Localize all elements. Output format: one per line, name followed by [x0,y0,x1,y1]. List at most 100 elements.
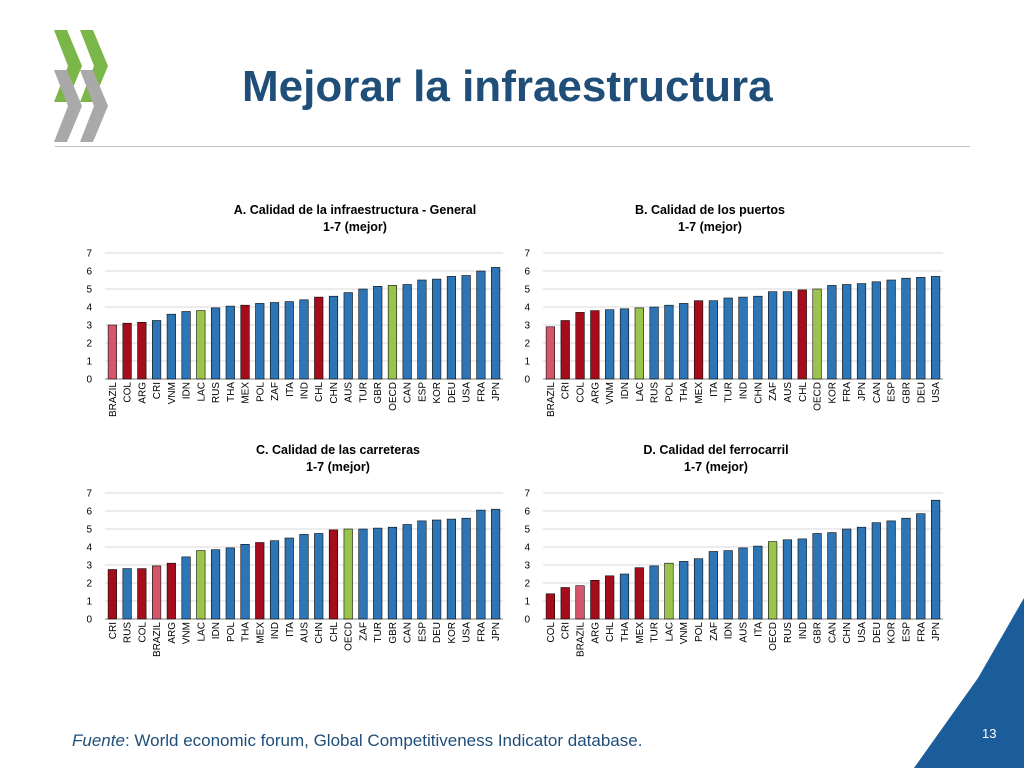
bar [373,285,383,380]
bar [196,310,206,380]
category-label: COL [123,382,134,403]
y-tick-label: 7 [86,249,92,260]
category-label: CRI [108,622,119,639]
y-tick-label: 7 [524,249,530,260]
category-label: CAN [403,622,414,643]
bar [679,303,689,380]
bar [255,303,265,380]
bar [225,305,235,380]
bar [590,310,600,380]
bar [491,508,501,620]
category-label: IND [270,622,281,639]
bar [782,291,793,380]
y-tick-label: 5 [86,525,92,536]
bar [269,540,280,620]
bar [225,547,235,620]
category-label: CHL [605,622,616,642]
category-label: MEX [255,622,266,644]
category-label: CHL [798,382,809,402]
y-tick-label: 1 [86,597,92,608]
category-label: RUS [650,382,661,403]
y-tick-label: 4 [86,543,92,554]
category-label: ZAF [709,622,720,641]
bar [387,526,398,620]
category-label: KOR [827,382,838,404]
category-label: KOR [432,382,443,404]
y-tick-label: 4 [86,303,92,314]
y-tick-label: 1 [524,357,530,368]
bar [314,296,324,380]
category-label: GBR [388,622,399,644]
bar [930,276,941,380]
category-label: FRA [916,622,927,642]
category-label: CAN [872,382,883,403]
category-label: JPN [857,382,868,401]
bar [328,529,339,620]
source-note: Fuente: World economic forum, Global Com… [72,731,642,751]
category-label: FRA [842,382,853,402]
category-label: THA [241,622,252,642]
category-label: IND [300,382,311,399]
category-label: ITA [753,622,764,637]
bar [797,289,807,380]
category-label: ESP [417,622,428,642]
bar [723,550,733,620]
category-label: IND [798,622,809,639]
bar [545,593,556,620]
bar [210,307,221,380]
chart-subtitle: 1-7 (mejor) [684,460,748,474]
bar [432,519,442,620]
category-label: ZAF [768,382,779,401]
bar [827,285,837,380]
category-label: IDN [620,382,631,399]
chart-subtitle: 1-7 (mejor) [678,220,742,234]
category-label: KOR [887,622,898,644]
bar [768,291,778,380]
category-label: IND [739,382,750,399]
y-tick-label: 0 [86,375,92,386]
bar [545,326,556,380]
bar [901,517,911,620]
bar [343,292,353,380]
category-label: RUS [211,382,222,403]
category-label: CAN [403,382,414,403]
y-tick-label: 2 [524,579,530,590]
category-label: AUS [783,382,794,403]
category-label: CHN [314,622,325,644]
category-label: COL [546,622,557,643]
y-tick-label: 2 [86,579,92,590]
y-tick-label: 2 [524,339,530,350]
category-label: IDN [724,622,735,639]
bar [753,295,763,380]
bar [856,526,867,620]
bar [575,585,585,620]
bar [916,513,926,620]
category-label: ESP [417,382,428,402]
category-label: USA [857,622,868,643]
bar [886,279,896,380]
bar [358,288,368,380]
bar [343,528,353,620]
bar [269,302,280,380]
bar [491,267,501,380]
chart-title: C. Calidad de las carreteras [256,443,420,457]
category-label: BRAZIL [576,622,587,657]
category-label: DEU [916,382,927,403]
bar [693,558,704,620]
category-label: COL [137,622,148,643]
bar [871,281,881,380]
bar [476,270,486,380]
bar [886,520,896,620]
bar [284,537,294,620]
category-label: USA [462,622,473,643]
category-label: VNM [182,622,193,644]
bar [417,279,427,380]
bar [575,312,585,380]
category-label: POL [664,382,675,402]
category-label: IDN [182,382,193,399]
category-label: ITA [285,622,296,637]
category-label: BRAZIL [546,382,557,417]
category-label: OECD [768,622,779,651]
category-label: GBR [901,382,912,404]
